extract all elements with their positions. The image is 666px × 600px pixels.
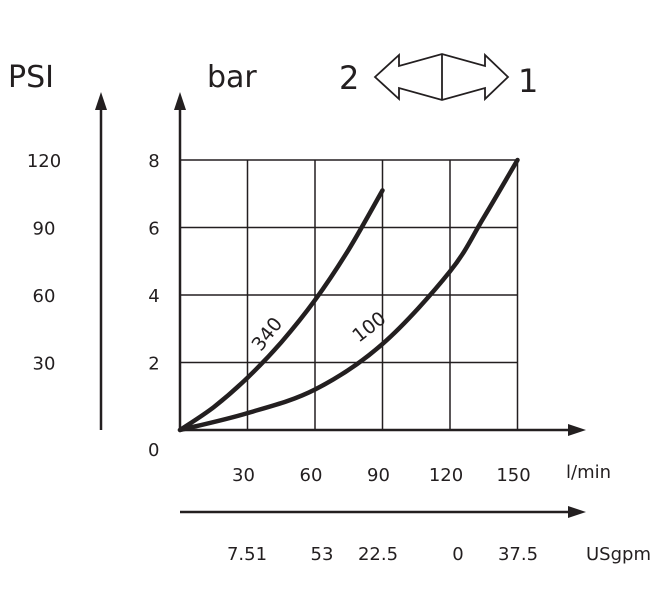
y-tick-label-bar: 2 <box>148 354 159 375</box>
bar-axis-label: bar <box>207 60 257 95</box>
x-tick-label-lmin: 60 <box>300 465 323 486</box>
usgpm-axis-label: USgpm <box>586 544 651 565</box>
x-tick-label-lmin: 30 <box>232 465 255 486</box>
y-tick-label-psi: 120 <box>27 151 61 172</box>
x-axis-arrowhead <box>568 424 586 436</box>
lmin-axis-label: l/min <box>566 462 611 483</box>
series-line-100 <box>177 157 520 433</box>
y-tick-label-bar: 8 <box>148 151 159 172</box>
x-tick-label-usgpm: 22.5 <box>358 544 398 565</box>
x-tick-label-usgpm: 0 <box>452 544 463 565</box>
x-tick-label-usgpm: 7.51 <box>227 544 267 565</box>
series-line-340 <box>177 188 385 433</box>
y-tick-label-bar: 6 <box>148 219 159 240</box>
series-labels: 340 100 <box>247 307 390 355</box>
psi-axis-arrowhead <box>95 92 107 110</box>
y-axis-arrowhead <box>174 92 186 110</box>
direction-left-label: 2 <box>339 59 359 97</box>
x-tick-label-lmin: 90 <box>367 465 390 486</box>
direction-right-label: 1 <box>518 62 538 100</box>
bidirectional-arrow-icon <box>373 52 510 102</box>
x-tick-label-usgpm: 37.5 <box>498 544 538 565</box>
psi-axis-label: PSI <box>8 60 54 95</box>
series-layer <box>177 157 520 433</box>
x-tick-label-usgpm: 53 <box>311 544 334 565</box>
usgpm-axis-arrowhead <box>568 506 586 518</box>
x-tick-label-lmin: 150 <box>496 465 530 486</box>
axes <box>95 92 586 518</box>
plot-grid <box>180 159 519 430</box>
series-label-340: 340 <box>247 313 287 355</box>
tick-labels: 30 60 90 120 150 7.51 53 22.5 0 37.5 2 4 6 8 30 60 90 120 <box>27 151 538 565</box>
x-tick-label-lmin: 120 <box>429 465 463 486</box>
y-tick-label-psi: 60 <box>33 286 56 307</box>
origin-label: 0 <box>148 440 159 461</box>
y-tick-label-psi: 90 <box>33 219 56 240</box>
y-tick-label-bar: 4 <box>148 286 159 307</box>
y-tick-label-psi: 30 <box>33 354 56 375</box>
